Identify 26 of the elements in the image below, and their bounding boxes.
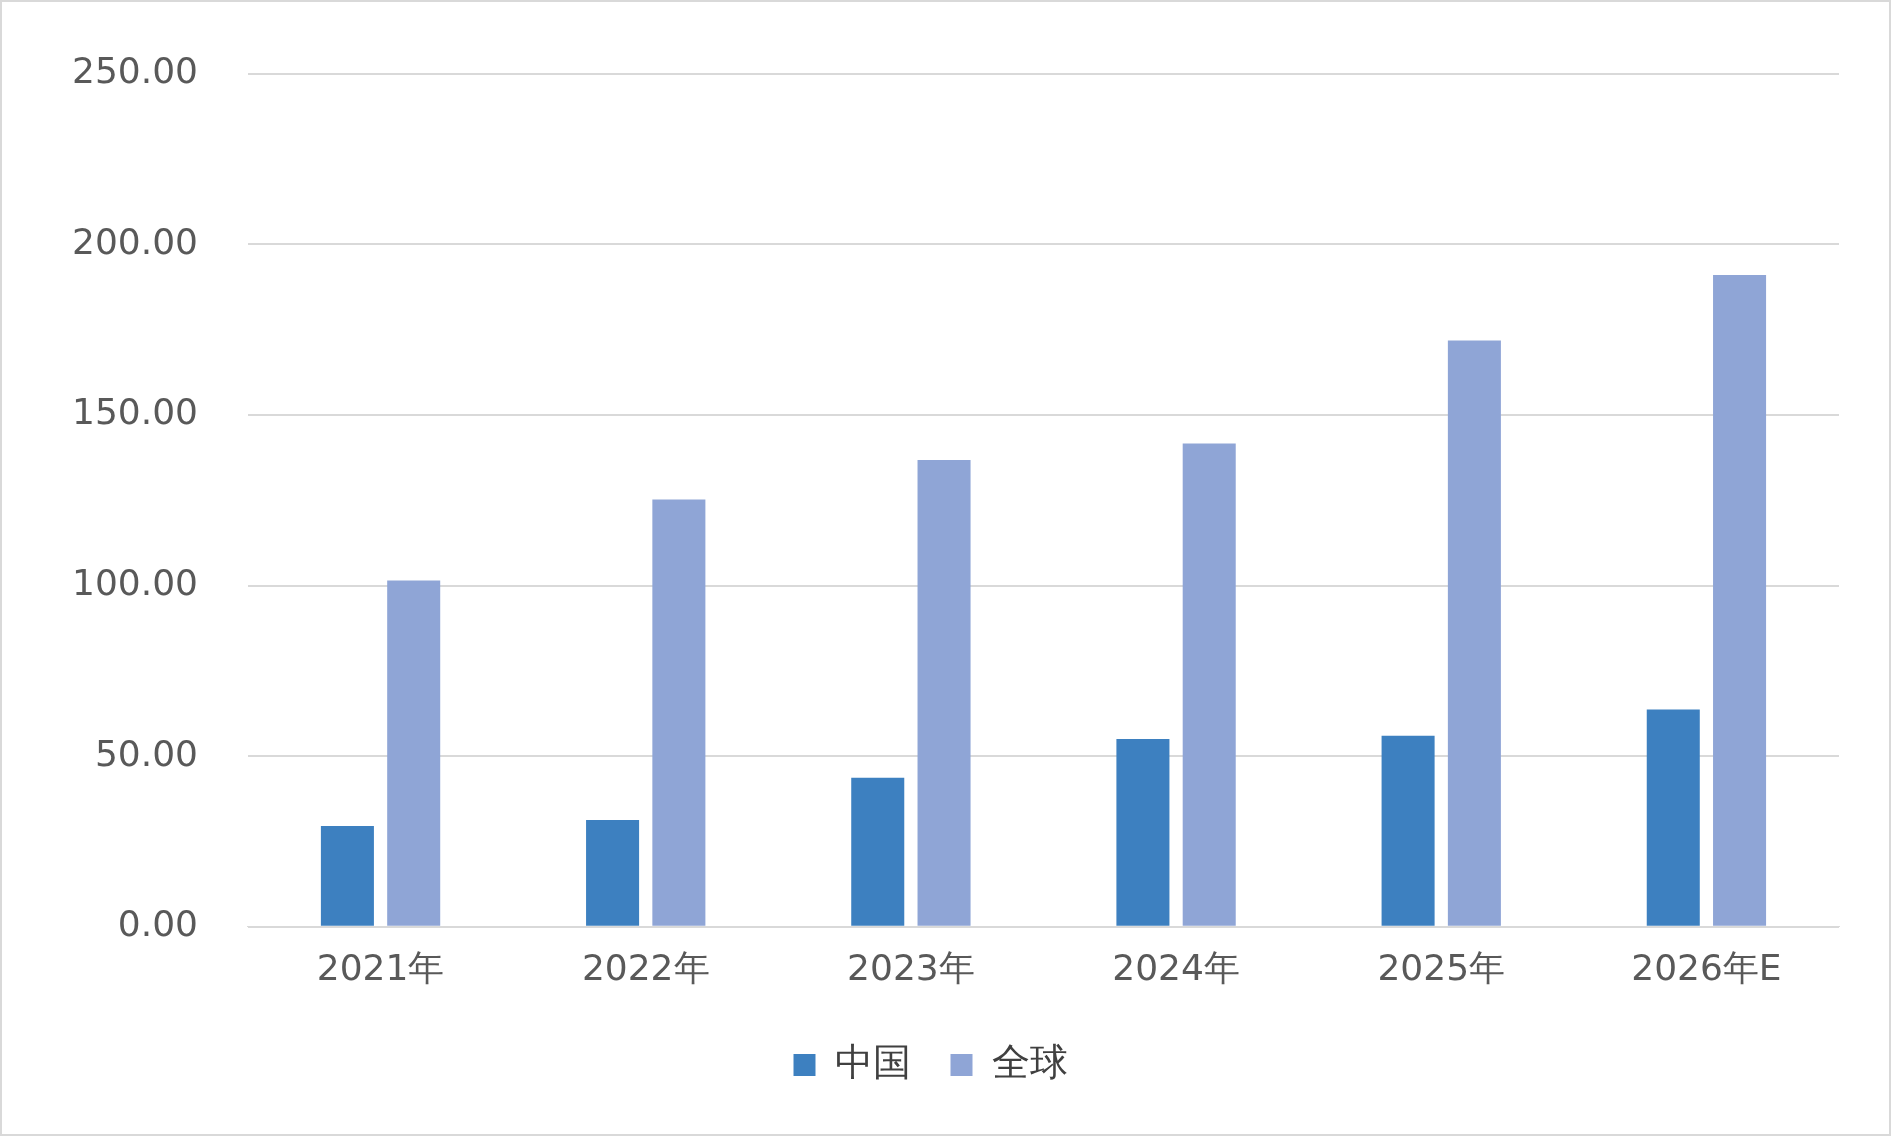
- bar: [586, 819, 640, 926]
- bar: [652, 499, 706, 926]
- x-tick-label: 2022年: [581, 946, 710, 988]
- bar: [1713, 274, 1767, 926]
- bar: [1182, 443, 1236, 926]
- x-tick-label: 2021年: [316, 946, 445, 988]
- y-tick-label: 100.00: [72, 561, 198, 603]
- x-tick-label: 2025年: [1377, 946, 1506, 988]
- x-tick-label: 2023年: [847, 946, 975, 988]
- bar: [1447, 340, 1501, 926]
- bar: [851, 777, 905, 926]
- y-tick-label: 0.00: [117, 903, 198, 945]
- bar: [917, 459, 971, 926]
- x-tick-label: 2026年E: [1631, 946, 1782, 988]
- bar: [1381, 735, 1435, 926]
- x-tick-label: 2024年: [1112, 946, 1240, 988]
- legend-label: 全球: [991, 1039, 1068, 1084]
- y-tick-label: 200.00: [72, 220, 198, 262]
- bar: [387, 580, 441, 926]
- y-tick-label: 50.00: [94, 732, 198, 774]
- legend-label: 中国: [834, 1039, 911, 1084]
- bar: [320, 826, 374, 926]
- y-tick-label: 250.00: [72, 49, 198, 91]
- bar: [1646, 709, 1700, 926]
- y-tick-label: 150.00: [72, 391, 198, 433]
- bar: [1116, 739, 1170, 926]
